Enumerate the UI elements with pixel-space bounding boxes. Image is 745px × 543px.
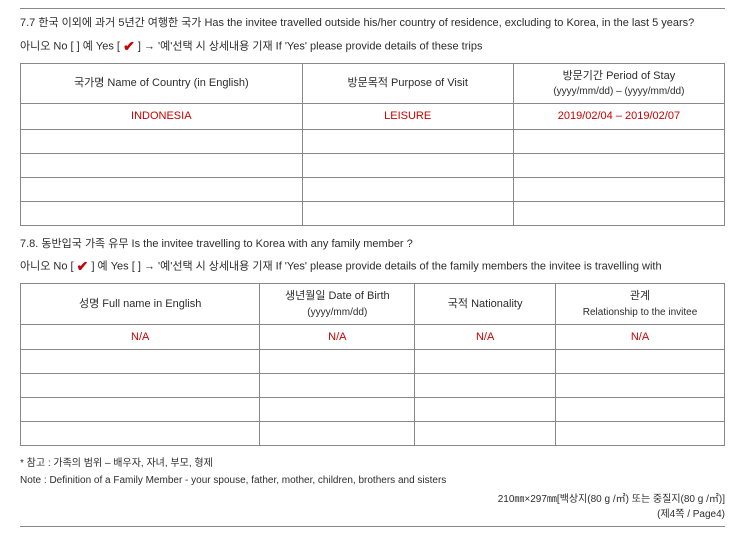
col-country: 국가명 Name of Country (in English) [21, 63, 303, 104]
col-period-sub: (yyyy/mm/dd) – (yyyy/mm/dd) [520, 84, 718, 99]
check-icon: ✔ [77, 258, 89, 274]
q77-instruction: 아니오 No [ ] 예 Yes [ ✔ ] → '예'선택 시 상세내용 기재… [20, 36, 725, 57]
table-row [21, 374, 725, 398]
q78-line2b: ] 예 Yes [ ] → '예'선택 시 상세내용 기재 If 'Yes' p… [88, 260, 661, 272]
cell-name: N/A [21, 324, 260, 350]
q77-question: 7.7 한국 이외에 과거 5년간 여행한 국가 Has the invitee… [20, 15, 725, 32]
table-row [21, 350, 725, 374]
footer-paper: 210㎜×297㎜[백상지(80 g /㎡) 또는 중질지(80 g /㎡)] [20, 492, 725, 507]
q78-line2a: 아니오 No [ [20, 260, 77, 272]
cell-purpose: LEISURE [302, 104, 513, 130]
col-name: 성명 Full name in English [21, 284, 260, 325]
cell-dob: N/A [260, 324, 415, 350]
family-members-table: 성명 Full name in English 생년월일 Date of Bir… [20, 283, 725, 446]
q77-no-label: 아니오 No [ ] 예 Yes [ [20, 40, 123, 52]
col-rel-label: 관계 [630, 290, 650, 302]
table-row [21, 153, 725, 177]
col-rel: 관계 Relationship to the invitee [556, 284, 725, 325]
q77-yes-after: ] → '예'선택 시 상세내용 기재 If 'Yes' please prov… [135, 40, 483, 52]
col-dob: 생년월일 Date of Birth (yyyy/mm/dd) [260, 284, 415, 325]
travel-history-table: 국가명 Name of Country (in English) 방문목적 Pu… [20, 63, 725, 226]
note-en: Note : Definition of a Family Member - y… [20, 473, 725, 488]
note-ko: * 참고 : 가족의 범위 – 배우자, 자녀, 부모, 형제 [20, 456, 725, 471]
col-nat: 국적 Nationality [415, 284, 556, 325]
col-rel-sub: Relationship to the invitee [562, 305, 718, 320]
col-dob-sub: (yyyy/mm/dd) [266, 305, 408, 320]
q78-question: 7.8. 동반입국 가족 유무 Is the invitee travellin… [20, 236, 725, 253]
cell-nat: N/A [415, 324, 556, 350]
check-icon: ✔ [123, 38, 135, 54]
table-row [21, 129, 725, 153]
table-row [21, 422, 725, 446]
cell-period: 2019/02/04 – 2019/02/07 [513, 104, 724, 130]
cell-country: INDONESIA [21, 104, 303, 130]
table-row [21, 398, 725, 422]
col-dob-label: 생년월일 Date of Birth [285, 290, 390, 302]
table-row [21, 177, 725, 201]
table-row: INDONESIA LEISURE 2019/02/04 – 2019/02/0… [21, 104, 725, 130]
cell-rel: N/A [556, 324, 725, 350]
col-period: 방문기간 Period of Stay (yyyy/mm/dd) – (yyyy… [513, 63, 724, 104]
col-period-label: 방문기간 Period of Stay [563, 70, 676, 82]
table-row [21, 201, 725, 225]
col-purpose: 방문목적 Purpose of Visit [302, 63, 513, 104]
footer-page: (제4쪽 / Page4) [20, 507, 725, 522]
table-row: N/A N/A N/A N/A [21, 324, 725, 350]
q78-instruction: 아니오 No [ ✔ ] 예 Yes [ ] → '예'선택 시 상세내용 기재… [20, 256, 725, 277]
